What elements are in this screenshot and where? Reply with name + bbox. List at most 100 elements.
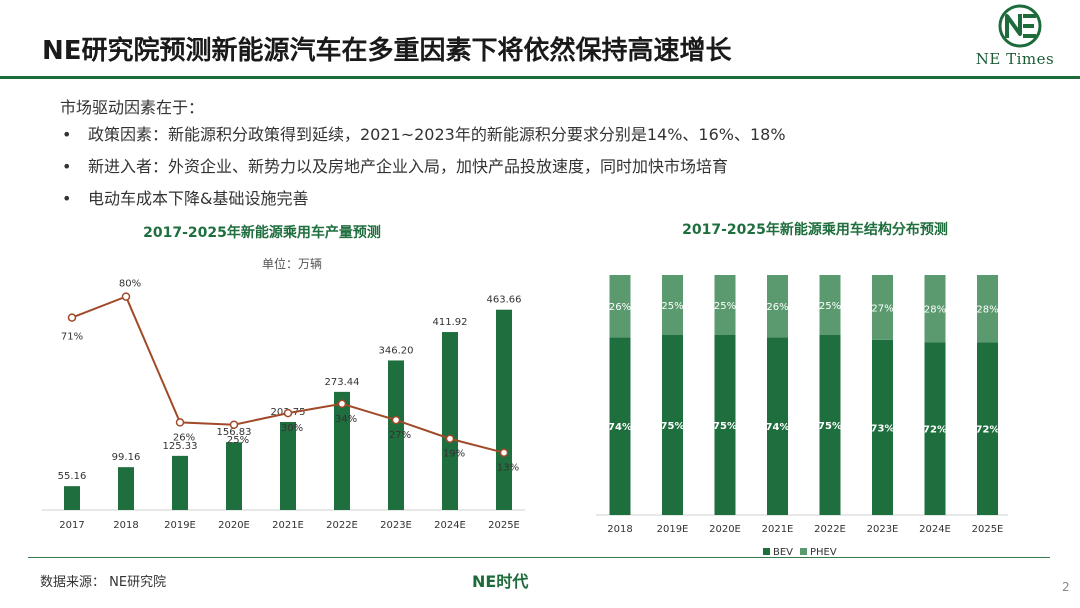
phev-label: 28% — [924, 305, 946, 316]
footer-brand: NE时代 — [472, 572, 529, 591]
footer-divider — [28, 557, 1050, 558]
share-point — [283, 408, 293, 418]
chart-title: 2017-2025年新能源乘用车结构分布预测 — [682, 221, 948, 238]
chart-title: 2017-2025年新能源乘用车产量预测 — [143, 224, 381, 241]
production-bar — [334, 391, 350, 510]
bev-label: 74% — [608, 422, 632, 433]
share-point — [337, 399, 347, 409]
page-number: 2 — [1062, 580, 1070, 594]
bar-value-label: 125.33 — [163, 441, 198, 452]
production-bar — [118, 467, 134, 510]
bar-value-label: 156.83 — [217, 427, 252, 438]
share-label: 27% — [389, 430, 411, 441]
share-label: 13% — [497, 463, 519, 474]
bev-label: 74% — [766, 422, 790, 433]
x-tick-label: 2025E — [972, 524, 1004, 535]
bar-value-label: 411.92 — [433, 317, 468, 328]
logo-text: NE Times — [975, 50, 1055, 68]
structure-distribution-chart: 2017-2025年新能源乘用车结构分布预测 74% 26% 2018 75% 25% 20… — [596, 221, 1008, 558]
bev-segment — [924, 342, 946, 515]
x-tick-label: 2023E — [867, 524, 899, 535]
production-bar — [280, 421, 296, 510]
legend-swatch-phev — [800, 548, 807, 555]
driver-item: 政策因素：新能源积分政策得到延续，2021~2023年的新能源积分要求分别是14… — [62, 124, 786, 156]
share-label: 30% — [281, 423, 303, 434]
bev-segment — [977, 342, 998, 515]
bev-segment — [767, 337, 788, 515]
slide-title: NE研究院预测新能源汽车在多重因素下将依然保持高速增长 — [42, 36, 732, 66]
bev-segment — [662, 335, 683, 515]
driver-item: 电动车成本下降&基础设施完善 — [62, 188, 786, 220]
x-tick-label: 2018 — [607, 524, 632, 535]
bar-value-label: 99.16 — [112, 452, 141, 463]
production-bar — [172, 455, 188, 510]
share-point — [121, 292, 131, 301]
driver-item: 新进入者：外资企业、新势力以及房地产企业入局，加快产品投放速度，同时加快市场培育 — [62, 156, 786, 188]
bev-label: 72% — [976, 425, 1000, 436]
share-label: 25% — [227, 435, 249, 446]
legend-swatch-bev — [763, 548, 770, 555]
share-label: 34% — [335, 414, 357, 425]
bev-label: 73% — [871, 423, 895, 434]
phev-segment — [819, 275, 841, 335]
phev-label: 28% — [976, 305, 998, 316]
phev-segment — [872, 275, 893, 340]
bar-value-label: 273.44 — [325, 377, 360, 388]
share-point — [445, 434, 455, 443]
drivers-intro: 市场驱动因素在于： — [60, 98, 205, 117]
bev-label: 75% — [713, 421, 737, 432]
x-tick-label: 2018 — [113, 520, 138, 531]
x-tick-label: 2022E — [326, 520, 358, 531]
bar-value-label: 55.16 — [58, 471, 87, 482]
phev-label: 27% — [871, 303, 893, 314]
production-bar — [442, 332, 458, 510]
x-tick-label: 2021E — [272, 520, 304, 531]
production-bar — [226, 442, 242, 510]
bar-value-label: 346.20 — [379, 345, 414, 356]
phev-label: 25% — [714, 301, 736, 312]
share-point — [67, 313, 77, 322]
bev-label: 75% — [661, 421, 685, 432]
ne-logo-icon — [998, 4, 1042, 48]
phev-label: 25% — [819, 301, 841, 312]
x-tick-label: 2024E — [434, 520, 466, 531]
share-point — [391, 415, 401, 425]
phev-label: 25% — [661, 301, 683, 312]
x-tick-label: 2025E — [488, 520, 520, 531]
bev-segment — [819, 335, 841, 515]
x-tick-label: 2024E — [919, 524, 951, 535]
bev-segment — [714, 335, 736, 515]
share-label: 80% — [119, 279, 141, 290]
x-tick-label: 2019E — [657, 524, 689, 535]
legend-label-bev: BEV — [773, 547, 793, 558]
phev-label: 26% — [609, 302, 631, 313]
phev-segment — [977, 275, 998, 343]
phev-segment — [714, 275, 736, 335]
share-point — [229, 420, 239, 429]
x-tick-label: 2017 — [59, 520, 84, 531]
x-tick-label: 2022E — [814, 524, 846, 535]
bar-value-label: 463.66 — [487, 295, 522, 306]
header-divider — [0, 76, 1080, 79]
x-tick-label: 2019E — [164, 520, 196, 531]
production-bar — [388, 360, 404, 510]
data-source: 数据来源： NE研究院 — [40, 575, 167, 590]
x-tick-label: 2020E — [218, 520, 250, 531]
production-bar — [496, 309, 512, 510]
share-label: 26% — [173, 432, 195, 443]
x-tick-label: 2020E — [709, 524, 741, 535]
phev-segment — [924, 275, 946, 343]
bev-label: 75% — [818, 421, 842, 432]
drivers-list: 政策因素：新能源积分政策得到延续，2021~2023年的新能源积分要求分别是14… — [62, 124, 786, 220]
production-bar — [64, 486, 80, 510]
share-label: 71% — [61, 332, 83, 343]
bev-segment — [872, 339, 893, 515]
phev-segment — [767, 275, 788, 338]
ne-times-logo: NE Times — [960, 2, 1070, 72]
bev-label: 72% — [923, 425, 947, 436]
chart-unit-label: 单位：万辆 — [262, 256, 322, 271]
phev-label: 26% — [766, 302, 788, 313]
x-tick-label: 2023E — [380, 520, 412, 531]
phev-segment — [609, 275, 631, 338]
